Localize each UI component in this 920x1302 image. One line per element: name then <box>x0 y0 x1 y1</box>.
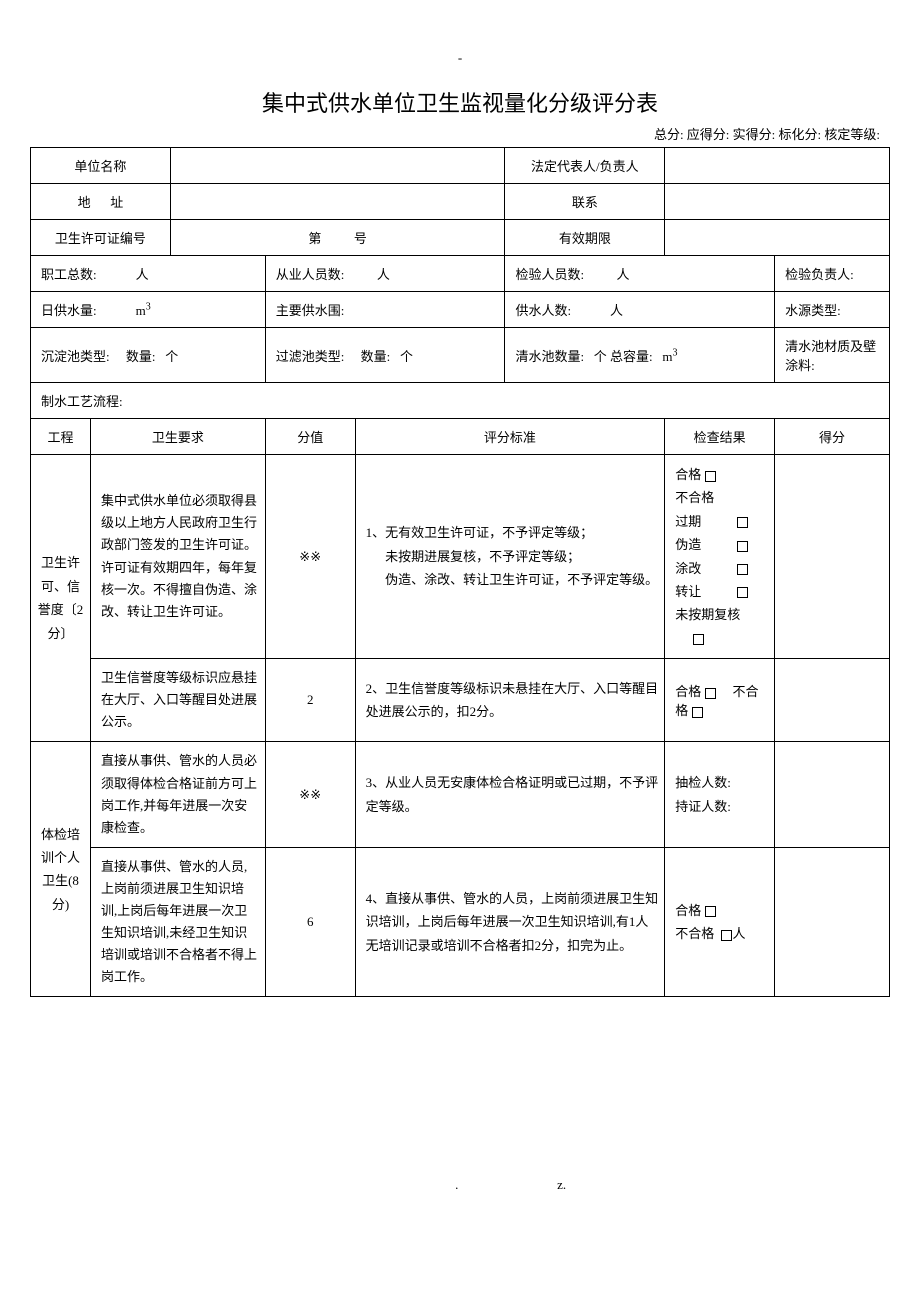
process: 制水工艺流程: <box>31 383 890 419</box>
mark-2 <box>775 659 890 742</box>
supply-people: 供水人数: 人 <box>505 292 775 328</box>
unit-name-value <box>170 148 505 184</box>
table-row: 体检培训个人卫生(8分) 直接从事供、管水的人员必须取得体检合格证前方可上岗工作… <box>31 742 890 847</box>
req-1: 集中式供水单位必须取得县级以上地方人民政府卫生行政部门签发的卫生许可证。许可证有… <box>90 455 265 659</box>
table-row: 单位名称 法定代表人/负责人 <box>31 148 890 184</box>
score-2: 2 <box>265 659 355 742</box>
legal-rep-label: 法定代表人/负责人 <box>505 148 665 184</box>
req-3: 直接从事供、管水的人员必须取得体检合格证前方可上岗工作,并每年进展一次安康检查。 <box>90 742 265 847</box>
std-1: 1、无有效卫生许可证，不予评定等级； 未按期进展复核，不予评定等级； 伪造、涂改… <box>355 455 665 659</box>
table-row: 卫生许可证编号 第 号 有效期限 <box>31 220 890 256</box>
req-4: 直接从事供、管水的人员,上岗前须进展卫生知识培训,上岗后每年进展一次卫生知识培训… <box>90 847 265 997</box>
license-no-label: 卫生许可证编号 <box>31 220 171 256</box>
table-row: 制水工艺流程: <box>31 383 890 419</box>
page-footer: . z. <box>30 1177 890 1193</box>
main-scope: 主要供水围: <box>265 292 505 328</box>
table-row: 直接从事供、管水的人员,上岗前须进展卫生知识培训,上岗后每年进展一次卫生知识培训… <box>31 847 890 997</box>
result-3: 抽检人数: 持证人数: <box>665 742 775 847</box>
clear-pool: 清水池数量: 个 总容量: m3 <box>505 328 775 383</box>
col-mark: 得分 <box>775 419 890 455</box>
valid-until-value <box>665 220 890 256</box>
header-dash: - <box>30 50 890 66</box>
header-row: 工程 卫生要求 分值 评分标准 检查结果 得分 <box>31 419 890 455</box>
address-label: 地 址 <box>31 184 171 220</box>
score-4: 6 <box>265 847 355 997</box>
page-title: 集中式供水单位卫生监视量化分级评分表 <box>30 86 890 118</box>
table-row: 地 址 联系 <box>31 184 890 220</box>
source-type: 水源类型: <box>775 292 890 328</box>
score-3: ※※ <box>265 742 355 847</box>
project-training: 体检培训个人卫生(8分) <box>31 742 91 997</box>
col-score: 分值 <box>265 419 355 455</box>
project-license: 卫生许可、信誉度〔2分〕 <box>31 455 91 742</box>
col-requirement: 卫生要求 <box>90 419 265 455</box>
table-row: 卫生许可、信誉度〔2分〕 集中式供水单位必须取得县级以上地方人民政府卫生行政部门… <box>31 455 890 659</box>
result-1: 合格 不合格 过期 伪造 涂改 转让 未按期复核 <box>665 455 775 659</box>
col-project: 工程 <box>31 419 91 455</box>
contact-value <box>665 184 890 220</box>
std-3: 3、从业人员无安康体检合格证明或已过期，不予评定等级。 <box>355 742 665 847</box>
filter-type: 过滤池类型: 数量: 个 <box>265 328 505 383</box>
staff-total: 职工总数: 人 <box>31 256 266 292</box>
pool-material: 清水池材质及壁涂料: <box>775 328 890 383</box>
unit-name-label: 单位名称 <box>31 148 171 184</box>
mark-4 <box>775 847 890 997</box>
table-row: 职工总数: 人 从业人员数: 人 检验人员数: 人 检验负责人: <box>31 256 890 292</box>
score-1: ※※ <box>265 455 355 659</box>
result-4: 合格 不合格 人 <box>665 847 775 997</box>
std-2: 2、卫生信誉度等级标识未悬挂在大厅、入口等醒目处进展公示的，扣2分。 <box>355 659 665 742</box>
score-summary: 总分: 应得分: 实得分: 标化分: 核定等级: <box>30 124 890 143</box>
info-table: 单位名称 法定代表人/负责人 地 址 联系 卫生许可证编号 第 号 有效期限 职… <box>30 147 890 997</box>
sed-type: 沉淀池类型: 数量: 个 <box>31 328 266 383</box>
contact-label: 联系 <box>505 184 665 220</box>
table-row: 日供水量: m3 主要供水围: 供水人数: 人 水源类型: <box>31 292 890 328</box>
workers-count: 从业人员数: 人 <box>265 256 505 292</box>
inspection-lead: 检验负责人: <box>775 256 890 292</box>
address-value <box>170 184 505 220</box>
mark-1 <box>775 455 890 659</box>
license-no-value: 第 号 <box>170 220 505 256</box>
result-2: 合格 不合格 <box>665 659 775 742</box>
col-result: 检查结果 <box>665 419 775 455</box>
inspectors-count: 检验人员数: 人 <box>505 256 775 292</box>
table-row: 沉淀池类型: 数量: 个 过滤池类型: 数量: 个 清水池数量: 个 总容量: … <box>31 328 890 383</box>
mark-3 <box>775 742 890 847</box>
req-2: 卫生信誉度等级标识应悬挂在大厅、入口等醒目处进展公示。 <box>90 659 265 742</box>
table-row: 卫生信誉度等级标识应悬挂在大厅、入口等醒目处进展公示。 2 2、卫生信誉度等级标… <box>31 659 890 742</box>
daily-supply: 日供水量: m3 <box>31 292 266 328</box>
std-4: 4、直接从事供、管水的人员，上岗前须进展卫生知识培训，上岗后每年进展一次卫生知识… <box>355 847 665 997</box>
legal-rep-value <box>665 148 890 184</box>
valid-until-label: 有效期限 <box>505 220 665 256</box>
col-standard: 评分标准 <box>355 419 665 455</box>
